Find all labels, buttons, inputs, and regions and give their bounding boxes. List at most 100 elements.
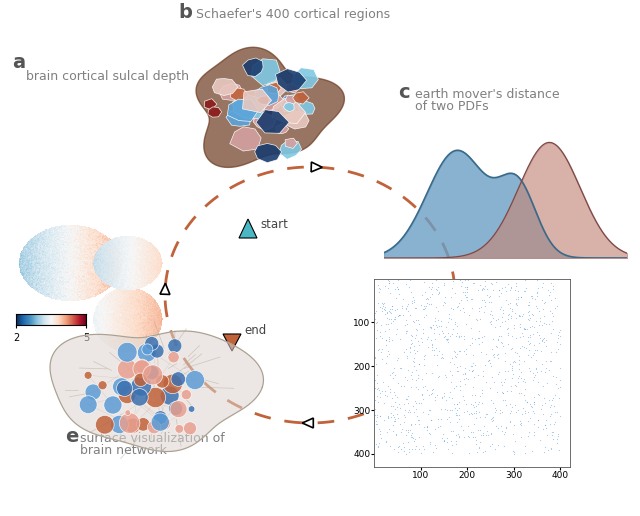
Point: [529, 373, 539, 381]
Point: [412, 326, 422, 334]
Point: [438, 354, 448, 362]
Point: [380, 302, 390, 311]
Point: [440, 396, 451, 404]
Point: [524, 307, 534, 315]
Point: [392, 356, 402, 364]
Point: [477, 296, 487, 304]
Point: [555, 383, 565, 391]
Point: [492, 315, 502, 323]
Point: [548, 427, 559, 436]
Point: [520, 276, 530, 284]
Point: [401, 430, 411, 439]
Point: [168, 380, 178, 388]
Point: [540, 421, 550, 429]
Point: [164, 392, 175, 400]
Point: [136, 382, 147, 390]
Point: [458, 392, 468, 400]
Point: [541, 363, 552, 372]
Point: [509, 437, 520, 445]
Point: [401, 329, 411, 337]
Point: [523, 301, 533, 309]
Point: [474, 443, 484, 452]
Point: [390, 405, 401, 413]
Point: [401, 316, 412, 325]
Point: [406, 331, 416, 340]
Point: [418, 383, 428, 391]
Point: [458, 432, 468, 441]
Point: [438, 429, 448, 438]
Point: [433, 290, 443, 298]
Point: [406, 383, 416, 391]
Point: [382, 308, 392, 316]
Point: [529, 430, 539, 439]
Point: [436, 415, 447, 423]
Point: [450, 348, 460, 357]
Point: [433, 423, 443, 431]
Point: [520, 409, 530, 417]
Point: [550, 373, 561, 381]
Point: [456, 282, 466, 290]
Point: [422, 426, 432, 434]
Point: [171, 405, 181, 413]
Point: [470, 414, 481, 422]
Point: [413, 415, 423, 424]
Point: [540, 421, 550, 429]
Point: [555, 332, 565, 340]
Point: [536, 335, 547, 344]
Point: [516, 293, 526, 301]
Point: [547, 444, 557, 453]
Point: [527, 294, 538, 302]
Point: [439, 392, 449, 400]
Point: [555, 340, 565, 348]
Point: [418, 395, 428, 403]
Point: [503, 299, 513, 308]
Point: [541, 416, 552, 424]
Polygon shape: [267, 82, 282, 94]
Point: [503, 331, 513, 340]
Point: [430, 316, 440, 325]
Point: [418, 442, 428, 450]
Point: [456, 422, 466, 430]
Point: [156, 413, 166, 422]
Point: [447, 441, 458, 449]
Point: [465, 324, 476, 332]
Point: [147, 368, 157, 377]
Point: [492, 388, 502, 396]
Point: [392, 379, 403, 388]
Point: [120, 384, 130, 393]
Point: [524, 316, 534, 324]
Point: [518, 375, 529, 383]
Point: [552, 429, 563, 438]
Point: [406, 332, 417, 340]
Point: [419, 313, 429, 321]
Point: [509, 348, 520, 357]
Point: [466, 409, 476, 417]
Point: [452, 367, 463, 375]
Point: [517, 312, 527, 320]
Point: [384, 425, 394, 433]
Point: [401, 450, 411, 458]
Point: [450, 319, 460, 328]
Polygon shape: [285, 95, 297, 104]
Point: [452, 418, 462, 426]
Polygon shape: [230, 127, 261, 151]
Point: [477, 284, 488, 292]
Point: [506, 407, 516, 415]
Point: [491, 422, 501, 430]
Point: [371, 360, 381, 368]
Point: [484, 356, 494, 364]
Point: [516, 432, 526, 441]
Point: [531, 346, 541, 354]
Point: [497, 381, 508, 389]
Text: a: a: [12, 53, 25, 72]
Point: [510, 401, 520, 409]
Point: [469, 279, 479, 287]
Point: [425, 322, 435, 331]
Point: [525, 414, 535, 422]
Point: [422, 422, 432, 430]
Point: [520, 325, 530, 333]
Point: [515, 365, 525, 373]
Point: [403, 427, 413, 436]
Point: [535, 316, 545, 325]
Point: [468, 401, 478, 409]
